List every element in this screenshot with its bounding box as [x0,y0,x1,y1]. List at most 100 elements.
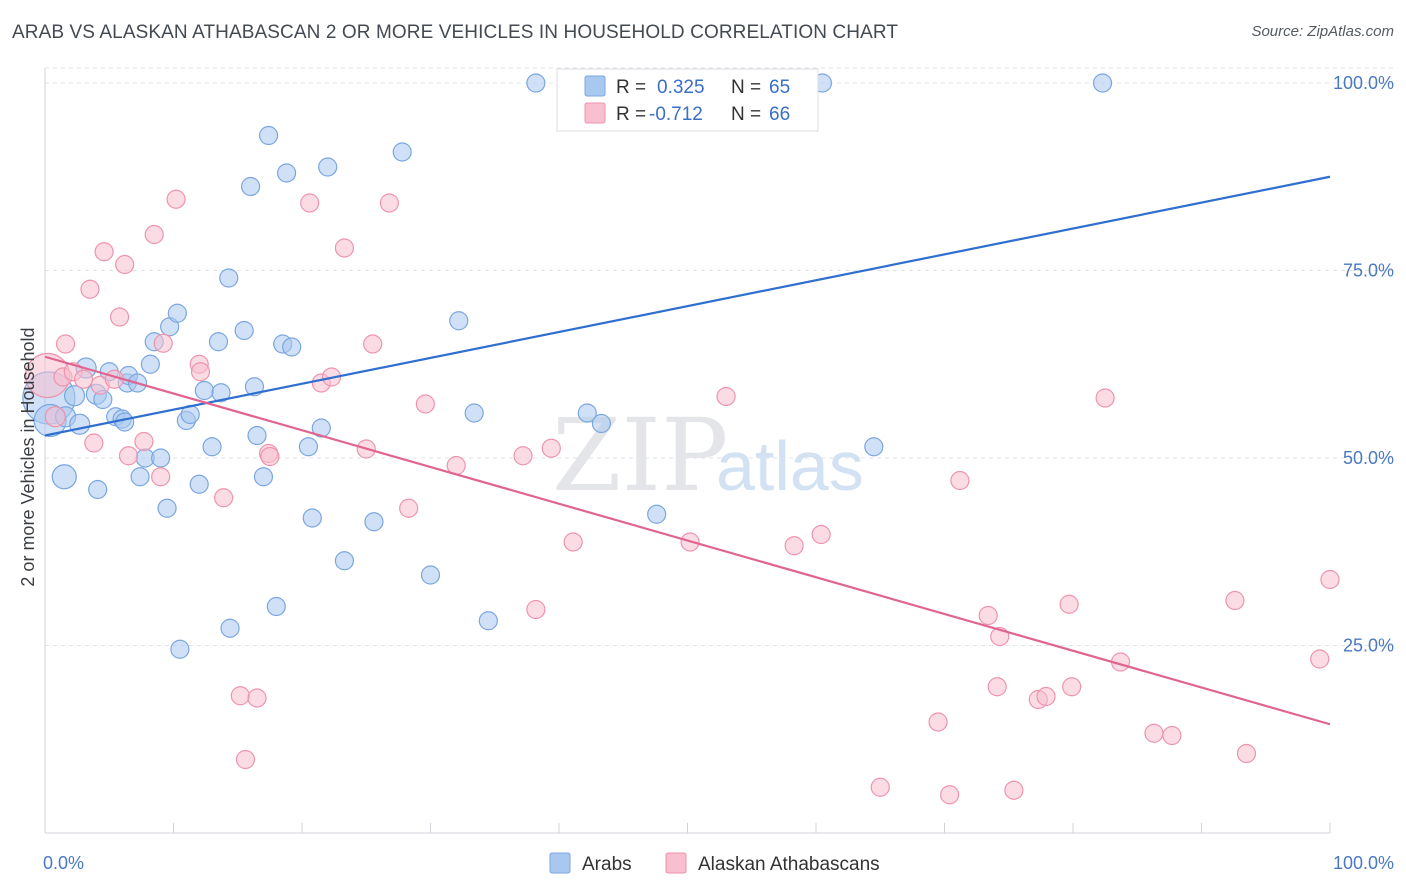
arab-point-57 [577,403,597,423]
arab-r-label: R = [616,77,646,98]
alaskan-point-63 [1310,649,1330,669]
legend-swatch-arabs [549,852,571,874]
y-tick-label-3: 100.0% [1333,73,1394,93]
legend-swatch-alaskan [665,852,687,874]
arab-point-24 [167,303,187,323]
alaskan-point-26 [260,446,280,467]
arab-point-55 [478,611,498,631]
alaskan-point-30 [334,238,355,258]
alaskan-point-9 [94,242,114,262]
arab-point-28 [189,474,209,494]
y-tick-label-0: 25.0% [1343,636,1394,656]
alaskan-point-48 [950,470,970,491]
alaskan-point-21 [214,488,234,508]
alaskan-point-7 [84,433,104,453]
arab-point-4 [63,385,86,407]
alaskan-point-38 [526,599,546,620]
alaskan-point-60 [1162,725,1182,746]
alaskan-point-45 [870,777,890,797]
alaskan-point-52 [1004,780,1024,800]
arab-swatch [584,75,606,97]
arab-r-value: 0.325 [657,77,705,98]
watermark-atlas: atlas [716,427,864,505]
alaskan-point-17 [153,333,173,353]
alaskan-point-43 [784,536,804,556]
arab-point-31 [208,332,229,352]
y-tick-label-1: 50.0% [1343,448,1394,468]
alaskan-point-22 [230,686,250,706]
arab-point-44 [282,337,302,357]
arab-point-59 [647,504,667,524]
alaskan-point-47 [940,785,960,805]
arab-point-13 [115,412,135,432]
arab-point-54 [464,403,484,423]
chart-title: ARAB VS ALASKAN ATHABASCAN 2 OR MORE VEH… [12,22,899,43]
alaskan-point-49 [978,605,998,626]
alaskan-point-12 [115,254,135,275]
arab-point-5 [69,413,91,435]
arab-point-37 [244,377,265,397]
alaskan-point-54 [1036,686,1056,707]
alaskan-r-label: R = [616,104,646,125]
arab-point-36 [241,176,261,197]
arab-point-45 [298,437,319,457]
arab-point-38 [247,425,267,446]
alaskan-point-56 [1062,677,1082,697]
x-tick-label-0: 0.0% [43,853,84,873]
y-tick-labels: 25.0% 50.0% 75.0% 100.0% [1333,73,1394,656]
arab-trend-line [44,175,1331,437]
arab-point-25 [170,639,190,659]
legend-label-alaskan: Alaskan Athabascans [698,854,880,875]
alaskan-point-44 [811,524,831,545]
alaskan-point-20 [190,362,211,382]
arab-point-40 [258,125,279,146]
arab-point-29 [194,380,214,401]
alaskan-trend-line [44,355,1331,726]
arab-point-35 [234,320,254,341]
alaskan-point-16 [151,467,171,487]
alaskan-point-39 [541,438,561,458]
alaskan-point-23 [235,749,256,770]
alaskan-point-14 [134,431,154,452]
arab-point-22 [157,498,177,518]
arab-point-41 [266,596,286,617]
arab-point-39 [253,467,274,487]
arab-point-2 [51,464,77,490]
alaskan-point-46 [928,712,948,732]
alaskan-point-50 [987,677,1007,697]
alaskan-point-24 [247,688,267,708]
alaskan-point-40 [563,532,583,552]
alaskan-point-61 [1225,590,1245,611]
alaskan-point-57 [1095,388,1115,408]
arab-point-19 [140,354,160,374]
arab-point-21 [151,448,171,468]
alaskan-point-13 [118,446,139,466]
alaskan-r-value: -0.712 [649,104,703,125]
alaskan-point-15 [144,224,164,245]
alaskan-point-55 [1059,594,1079,614]
arab-point-49 [334,551,355,571]
arab-point-8 [88,479,108,500]
y-axis-label: 2 or more Vehicles in Household [18,327,38,586]
alaskan-point-35 [415,394,435,414]
alaskan-point-1 [44,406,66,428]
arab-point-52 [420,565,441,585]
arab-point-30 [202,437,222,457]
arab-point-50 [364,512,384,532]
arab-point-51 [392,142,412,162]
arab-point-63 [1092,73,1113,93]
arab-n-label: N = [731,77,761,98]
alaskan-point-11 [109,307,130,327]
alaskan-n-label: N = [731,104,761,125]
series-alaskan-athabascans [24,189,1340,805]
alaskan-point-32 [363,334,383,354]
alaskan-point-18 [166,189,186,209]
gridlines [45,67,1393,646]
alaskan-point-64 [1320,569,1340,590]
arab-point-46 [302,508,322,528]
alaskan-point-6 [80,279,100,299]
alaskan-point-42 [716,386,736,407]
arab-n-value: 65 [769,77,790,98]
arab-point-43 [276,163,297,183]
